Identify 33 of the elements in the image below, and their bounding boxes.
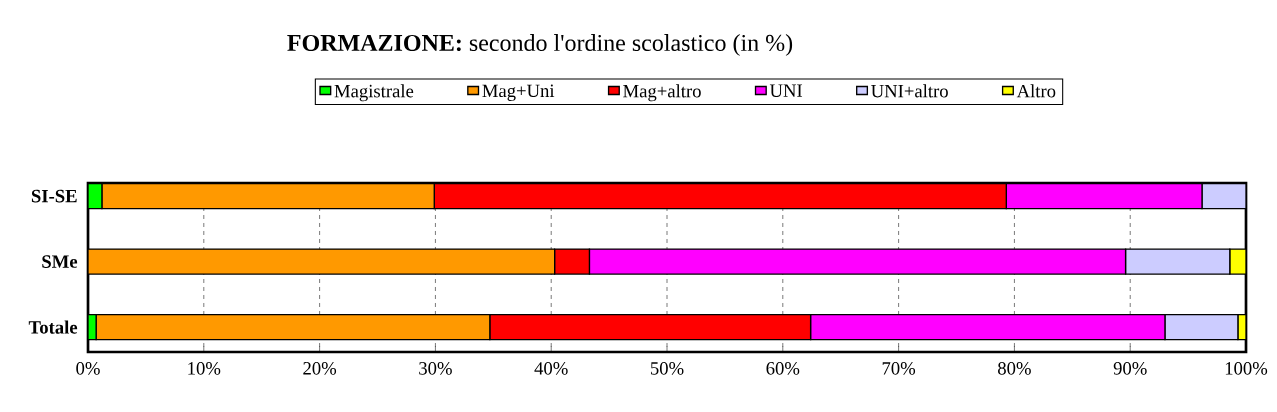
bar <box>489 313 812 341</box>
bar <box>809 313 1166 341</box>
x-tick-label: 0% <box>76 362 100 375</box>
legend-label: Mag+altro <box>623 84 701 102</box>
bar <box>433 183 1007 210</box>
x-tick-label: 40% <box>534 362 568 375</box>
bar <box>88 248 556 275</box>
x-tick-label: 50% <box>650 362 684 375</box>
bar <box>101 183 435 210</box>
bar <box>554 248 591 275</box>
x-tick-label: 70% <box>882 362 916 375</box>
x-tick-label: 90% <box>1113 362 1147 375</box>
x-tick-label: 100% <box>1225 362 1268 375</box>
legend-label: Magistrale <box>334 84 414 102</box>
legend-label: UNI+altro <box>871 84 948 98</box>
x-tick-label: 20% <box>303 362 337 375</box>
x-tick-label: 60% <box>766 362 800 375</box>
legend-label: Altro <box>1016 84 1056 98</box>
bar <box>1124 248 1231 275</box>
legend-label: Mag+Uni <box>482 84 555 101</box>
bar <box>588 248 1127 275</box>
legend-label: UNI <box>769 84 803 98</box>
bar <box>95 313 491 341</box>
x-tick-label: 80% <box>998 362 1031 375</box>
bar <box>1164 313 1239 341</box>
x-tick-label: 30% <box>419 362 452 375</box>
bar <box>1201 183 1247 210</box>
y-tick-label: SMe <box>42 255 78 268</box>
y-tick-label: Totale <box>28 320 78 334</box>
y-tick-label: SI-SE <box>31 189 77 203</box>
bar <box>1005 183 1203 210</box>
x-tick-label: 10% <box>188 362 221 375</box>
chart-title: FORMAZIONE: secondo l'ordine scolastico (in %) <box>287 34 793 56</box>
